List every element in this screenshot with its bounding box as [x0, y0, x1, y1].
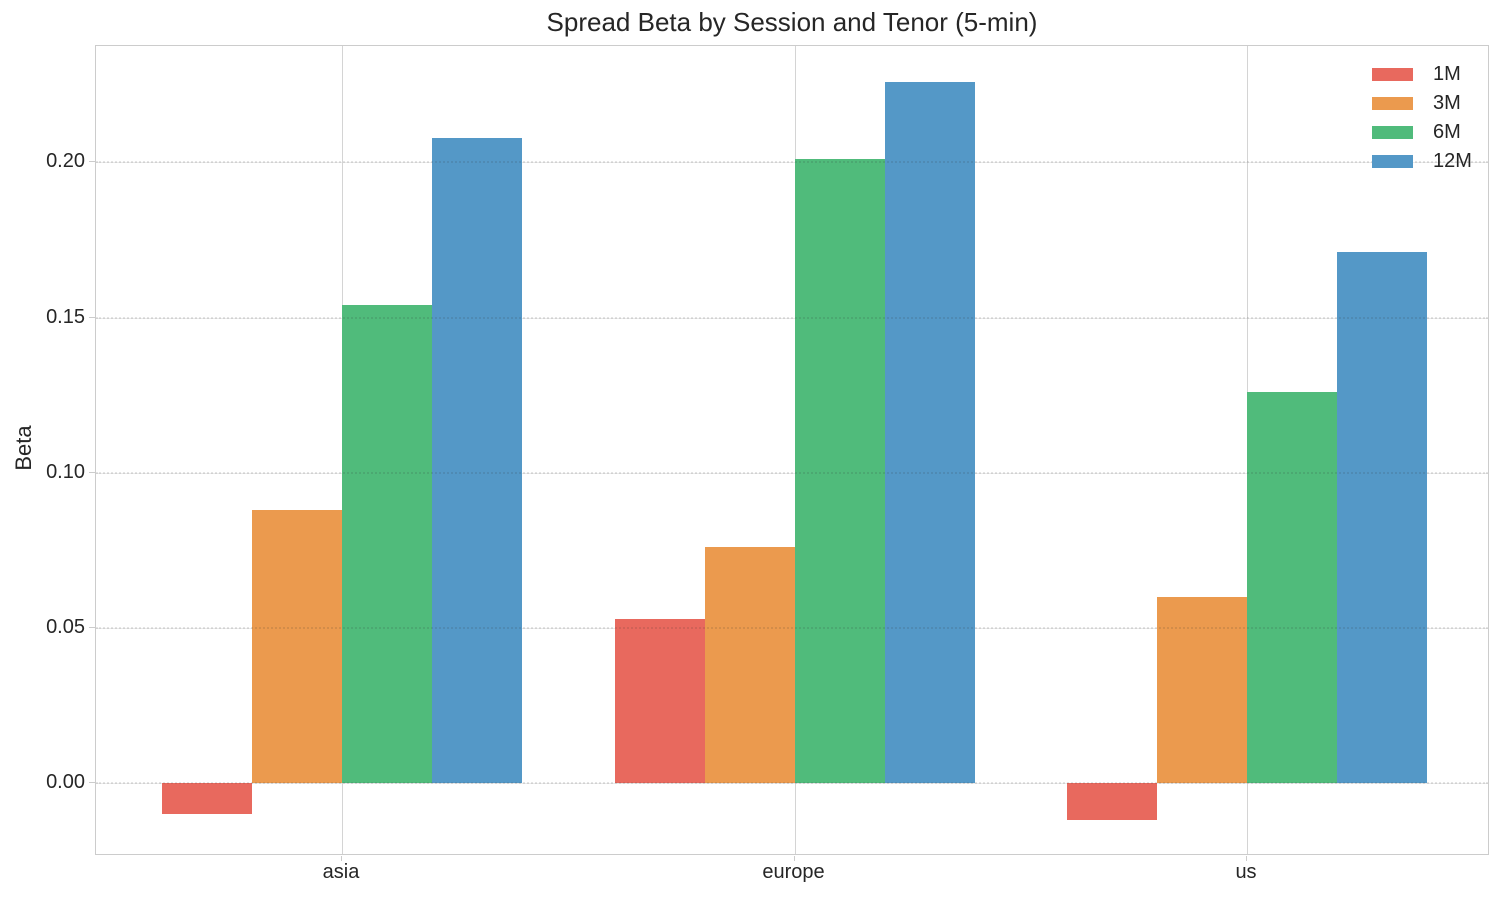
bar-europe-6M — [794, 159, 885, 784]
plot-area — [95, 45, 1489, 855]
y-gridline-overlay — [96, 161, 1488, 164]
y-gridline-overlay — [96, 316, 1488, 319]
legend-row-3M: 3M — [1372, 89, 1472, 118]
bar-asia-6M — [342, 305, 432, 784]
bar-asia-1M — [162, 783, 252, 815]
bar-asia-12M — [432, 137, 522, 784]
legend-label-3M: 3M — [1433, 92, 1461, 114]
legend-label-1M: 1M — [1433, 63, 1461, 85]
y-tick-label: 0.00 — [46, 771, 85, 794]
bar-us-12M — [1337, 252, 1427, 784]
bar-europe-3M — [704, 547, 795, 784]
legend-row-12M: 12M — [1372, 147, 1472, 176]
y-gridline-overlay — [96, 782, 1488, 785]
y-gridline — [96, 162, 1488, 164]
y-gridline — [96, 472, 1488, 474]
y-tick-mark — [89, 161, 95, 163]
legend-swatch-3M — [1372, 97, 1413, 110]
bar-us-1M — [1067, 783, 1157, 821]
y-gridline-overlay — [96, 471, 1488, 474]
y-tick-mark — [89, 782, 95, 784]
bar-europe-12M — [884, 81, 975, 784]
y-tick-label: 0.05 — [46, 615, 85, 638]
y-tick-mark — [89, 471, 95, 473]
y-tick-label: 0.15 — [46, 305, 85, 328]
legend-swatch-12M — [1372, 155, 1413, 168]
y-gridline-overlay — [96, 626, 1488, 629]
legend-row-6M: 6M — [1372, 118, 1472, 147]
legend-row-1M: 1M — [1372, 60, 1472, 89]
x-tick-mark — [341, 856, 342, 861]
legend-label-12M: 12M — [1433, 150, 1472, 172]
legend: 1M 3M 6M 12M — [1372, 60, 1472, 176]
y-gridline — [96, 317, 1488, 319]
bar-us-6M — [1247, 392, 1337, 784]
y-tick-label: 0.20 — [46, 150, 85, 173]
bar-asia-3M — [252, 509, 342, 784]
legend-label-6M: 6M — [1433, 121, 1461, 143]
legend-swatch-1M — [1372, 68, 1413, 81]
y-gridline — [96, 783, 1488, 785]
legend-swatch-6M — [1372, 126, 1413, 139]
y-tick-label: 0.10 — [46, 460, 85, 483]
bar-europe-1M — [614, 618, 705, 784]
chart-title: Spread Beta by Session and Tenor (5-min) — [546, 7, 1038, 37]
bar-us-3M — [1157, 596, 1247, 784]
x-tick-label-asia: asia — [322, 861, 360, 883]
x-tick-label-europe: europe — [762, 861, 825, 883]
y-tick-mark — [89, 316, 95, 318]
x-tick-mark — [793, 856, 795, 861]
x-tick-label-us: us — [1235, 861, 1257, 883]
y-tick-mark — [89, 626, 95, 628]
x-tick-mark — [1246, 856, 1247, 861]
